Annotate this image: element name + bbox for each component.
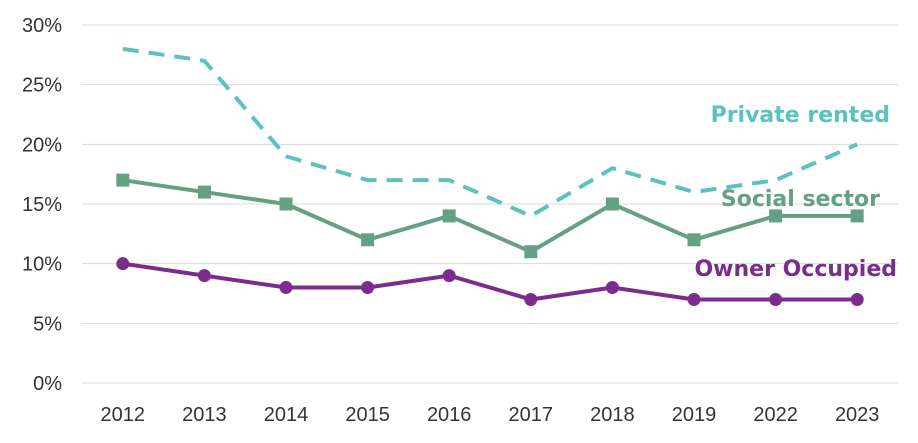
data-point (116, 257, 130, 271)
series-private-rented (122, 46, 859, 218)
data-point (361, 233, 375, 247)
data-point (361, 281, 375, 295)
x-tick-label: 2019 (672, 404, 717, 426)
series-owner-occupied (116, 257, 864, 306)
series-label: Private rented (711, 103, 890, 128)
data-point (279, 197, 293, 211)
data-point (279, 281, 293, 295)
data-point (605, 197, 619, 211)
data-point (769, 209, 783, 223)
y-axis: 0% 5% 10% 15% 20% 25% 30% (22, 15, 62, 395)
data-point (197, 185, 211, 199)
y-tick-label: 5% (33, 313, 62, 335)
series-labels: Private rented Social sector Owner Occupie… (694, 103, 897, 282)
data-point (850, 209, 864, 223)
series-line (122, 178, 858, 254)
data-point (687, 233, 701, 247)
x-tick-label: 2023 (835, 404, 880, 426)
data-point (687, 292, 701, 306)
series-label: Social sector (721, 187, 880, 212)
data-point (769, 292, 783, 306)
x-tick-label: 2017 (509, 404, 554, 426)
x-tick-label: 2012 (101, 404, 146, 426)
y-tick-label: 15% (22, 194, 62, 216)
grid (82, 24, 898, 384)
x-tick-label: 2018 (590, 404, 635, 426)
data-point (116, 173, 130, 187)
series-line (122, 261, 858, 302)
y-tick-label: 10% (22, 254, 62, 276)
series-social-sector (116, 173, 864, 259)
x-axis: 2012 2013 2014 2015 2016 2017 2018 2019 2022 2023 (101, 404, 880, 426)
y-tick-label: 30% (22, 15, 62, 37)
x-tick-label: 2016 (427, 404, 472, 426)
x-tick-label: 2022 (753, 404, 798, 426)
data-point (197, 269, 211, 283)
y-tick-label: 25% (22, 75, 62, 97)
x-tick-label: 2013 (182, 404, 227, 426)
data-point (605, 281, 619, 295)
series-label: Owner Occupied (694, 257, 897, 282)
data-point (524, 292, 538, 306)
series-layer (116, 46, 864, 306)
data-point (442, 269, 456, 283)
data-point (442, 209, 456, 223)
data-point (850, 292, 864, 306)
data-point (524, 245, 538, 259)
y-tick-label: 20% (22, 134, 62, 156)
x-tick-label: 2015 (345, 404, 390, 426)
x-tick-label: 2014 (264, 404, 309, 426)
series-line (122, 46, 859, 218)
y-tick-label: 0% (33, 373, 62, 395)
